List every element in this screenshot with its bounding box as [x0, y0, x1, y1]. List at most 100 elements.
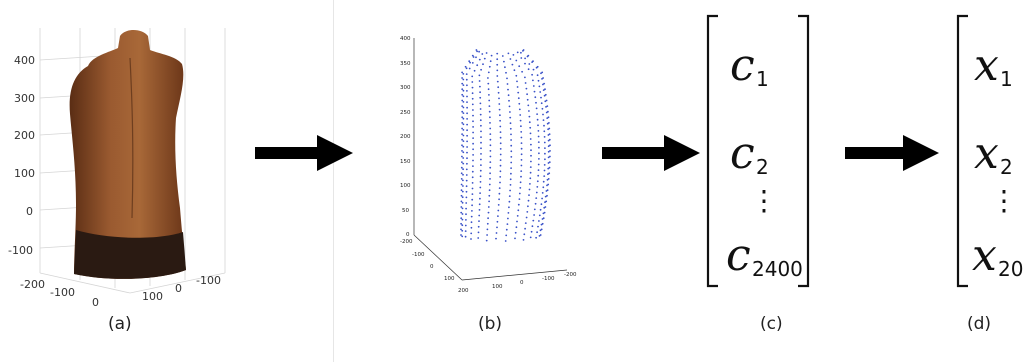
pointcloud-point [461, 190, 464, 193]
pointcloud-point [488, 94, 490, 96]
pointcloud-point [535, 236, 537, 239]
pointcloud-point [498, 187, 501, 190]
panel-a-ytick-1: 300 [14, 92, 35, 105]
pointcloud-point [461, 207, 464, 210]
pointcloud-point [488, 200, 490, 203]
pointcloud-point [471, 170, 474, 173]
pointcloud-point [528, 194, 530, 197]
pointcloud-point [462, 173, 464, 176]
pointcloud-point [499, 125, 502, 128]
pointcloud-point [472, 109, 474, 111]
pointcloud-point [526, 211, 529, 213]
pointcloud-point [518, 198, 521, 201]
pointcloud-point [479, 91, 481, 94]
panel-b-xtick-2: 0 [430, 264, 434, 270]
pointcloud-point [498, 108, 501, 111]
panel-b-xtick-4: 200 [458, 288, 469, 294]
pointcloud-point [465, 67, 468, 70]
pointcloud-point [544, 152, 546, 155]
pointcloud-point [462, 95, 465, 98]
pointcloud-point [506, 83, 509, 85]
pointcloud-point [462, 134, 465, 137]
pointcloud-point [509, 58, 512, 60]
pointcloud-point [479, 96, 482, 99]
pointcloud-point [520, 175, 522, 178]
pointcloud-point [544, 93, 547, 96]
pointcloud-point [465, 73, 468, 75]
panel-a-ytick-4: 0 [26, 205, 33, 218]
pointcloud-point [548, 133, 551, 135]
pointcloud-point [466, 95, 468, 98]
vector-x-entry-2-symbol: x [974, 128, 999, 179]
pointcloud-point [488, 99, 491, 102]
pointcloud-point [544, 195, 547, 198]
pointcloud-point [483, 57, 486, 60]
pointcloud-point [549, 155, 551, 158]
pointcloud-point [466, 84, 468, 87]
pointcloud-point [499, 114, 501, 117]
pointcloud-point [520, 159, 523, 161]
panel-b-xtick-0: -200 [400, 239, 413, 245]
pointcloud-point [499, 136, 502, 139]
pointcloud-point [461, 161, 463, 164]
pointcloud-point [545, 200, 548, 203]
pointcloud-point [479, 119, 482, 122]
pointcloud-point [538, 152, 540, 155]
pointcloud-point [472, 131, 474, 134]
pointcloud-point [515, 74, 518, 77]
pointcloud-point [537, 135, 540, 138]
pointcloud-point [534, 96, 537, 99]
panel-a-ytick-0: 400 [14, 54, 35, 67]
pointcloud-point [479, 186, 482, 189]
pointcloud-point [544, 147, 546, 149]
pointcloud-point [536, 186, 539, 188]
pointcloud-point [477, 237, 480, 239]
pointcloud-point [468, 67, 471, 70]
caption-c: (c) [760, 314, 783, 334]
pointcloud-point [510, 133, 512, 136]
pointcloud-point [527, 54, 530, 57]
pointcloud-point [460, 211, 463, 214]
pointcloud-point [488, 105, 491, 107]
pointcloud-point [487, 71, 490, 74]
pointcloud-point [497, 204, 500, 206]
pointcloud-point [464, 230, 467, 233]
panel-b-ytick-0: 400 [400, 36, 411, 42]
pointcloud-point [471, 62, 474, 64]
pointcloud-point [537, 225, 539, 228]
panel-b-xtick-5: 100 [492, 284, 503, 290]
pointcloud-point [499, 131, 502, 133]
pointcloud-point [478, 209, 481, 211]
pointcloud-point [545, 106, 547, 108]
pointcloud-point [538, 85, 541, 88]
pointcloud-point [478, 214, 481, 217]
pointcloud-point [488, 65, 491, 68]
pointcloud-point [540, 96, 542, 99]
pointcloud-point [520, 170, 523, 173]
vector-c-entry-2-subscript: 2 [756, 155, 769, 179]
pointcloud-point [489, 150, 492, 152]
pointcloud-point [505, 234, 508, 237]
pointcloud-point [460, 222, 462, 225]
pointcloud-point [515, 59, 518, 62]
pointcloud-point [520, 136, 523, 139]
pointcloud-point [465, 213, 467, 216]
caption-b: (b) [478, 314, 503, 334]
pointcloud-point [529, 171, 532, 174]
pointcloud-point [518, 192, 521, 195]
pointcloud-point [516, 51, 519, 54]
pointcloud-point [527, 205, 529, 208]
panel-a-xtick-4: 0 [175, 282, 182, 295]
pointcloud-point [542, 89, 545, 91]
pointcloud-point [520, 125, 522, 128]
pointcloud-point [480, 68, 482, 71]
pointcloud-point [496, 58, 499, 61]
pointcloud-point [528, 115, 531, 118]
pointcloud-point [460, 217, 463, 220]
pointcloud-point [537, 79, 540, 82]
pointcloud-point [472, 137, 474, 139]
pointcloud-point [537, 169, 540, 172]
pointcloud-point [479, 169, 482, 172]
pointcloud-point [471, 176, 474, 179]
pointcloud-point [472, 165, 474, 168]
